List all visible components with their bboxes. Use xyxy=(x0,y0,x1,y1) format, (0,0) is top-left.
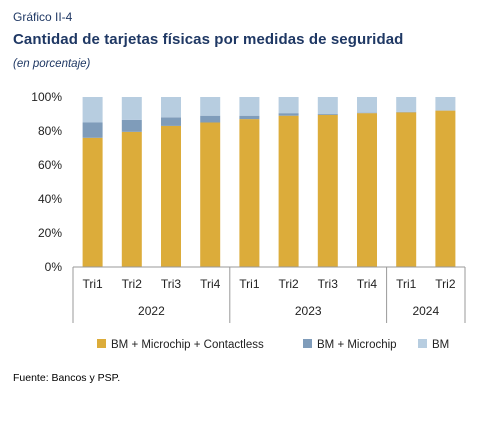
source-note: Fuente: Bancos y PSP. xyxy=(13,372,121,384)
bar-segment xyxy=(278,113,299,116)
y-tick-label: 20% xyxy=(38,226,62,240)
bar-segment xyxy=(82,122,103,138)
bar-segment xyxy=(200,97,221,116)
bar-segment xyxy=(161,125,181,268)
y-tick-label: 40% xyxy=(38,192,62,206)
bar-segment xyxy=(239,119,260,267)
group-label: 2022 xyxy=(138,304,165,318)
bar-segment xyxy=(396,97,417,112)
legend-swatch xyxy=(97,339,106,348)
legend-label: BM + Microchip + Contactless xyxy=(111,339,264,351)
chart-subtitle: (en porcentaje) xyxy=(13,58,91,70)
bar-segment xyxy=(121,97,142,120)
bar-segment xyxy=(121,119,142,132)
x-tick-label: Tri3 xyxy=(318,277,339,291)
chart-kicker: Gráfico II-4 xyxy=(13,10,73,24)
x-tick-label: Tri1 xyxy=(396,277,417,291)
legend-swatch xyxy=(418,339,427,348)
bar-segment xyxy=(396,112,417,267)
group-label: 2023 xyxy=(295,304,322,318)
bar-segment xyxy=(357,113,377,268)
bar-segment xyxy=(435,110,456,267)
y-tick-label: 100% xyxy=(31,90,62,104)
bar-segment xyxy=(121,131,142,267)
bar-segment xyxy=(278,115,299,267)
x-tick-label: Tri1 xyxy=(82,277,103,291)
bar-segment xyxy=(82,97,103,123)
bar-segment xyxy=(239,115,260,120)
bar-segment xyxy=(317,97,338,114)
legend-label: BM + Microchip xyxy=(317,339,397,351)
bar-segment xyxy=(357,112,377,114)
bar-segment xyxy=(161,97,181,118)
y-tick-label: 80% xyxy=(38,124,62,138)
x-tick-label: Tri1 xyxy=(239,277,260,291)
x-tick-label: Tri2 xyxy=(122,277,143,291)
legend-swatch xyxy=(303,339,312,348)
bar-segment xyxy=(317,114,338,115)
chart-title: Cantidad de tarjetas físicas por medidas… xyxy=(13,31,404,48)
x-tick-label: Tri2 xyxy=(435,277,456,291)
y-tick-label: 60% xyxy=(38,158,62,172)
bar-segment xyxy=(317,114,338,267)
y-tick-label: 0% xyxy=(45,260,63,274)
bar-segment xyxy=(357,97,377,113)
group-label: 2024 xyxy=(412,304,439,318)
bar-segment xyxy=(435,97,456,111)
bar-segment xyxy=(200,115,221,123)
x-tick-label: Tri3 xyxy=(161,277,182,291)
bar-segment xyxy=(278,97,299,114)
x-tick-label: Tri2 xyxy=(278,277,299,291)
bar-segment xyxy=(82,137,103,267)
x-tick-label: Tri4 xyxy=(200,277,221,291)
bar-segment xyxy=(200,122,221,267)
x-tick-label: Tri4 xyxy=(357,277,378,291)
legend-label: BM xyxy=(432,339,449,351)
bar-segment xyxy=(239,97,260,116)
stacked-bar-chart: 0% 20% 40% 60% 80% 100% Tri1 Tri2 Tri3 Tri4 Tri1 Tr… xyxy=(31,90,466,351)
bar-segment xyxy=(161,117,181,126)
